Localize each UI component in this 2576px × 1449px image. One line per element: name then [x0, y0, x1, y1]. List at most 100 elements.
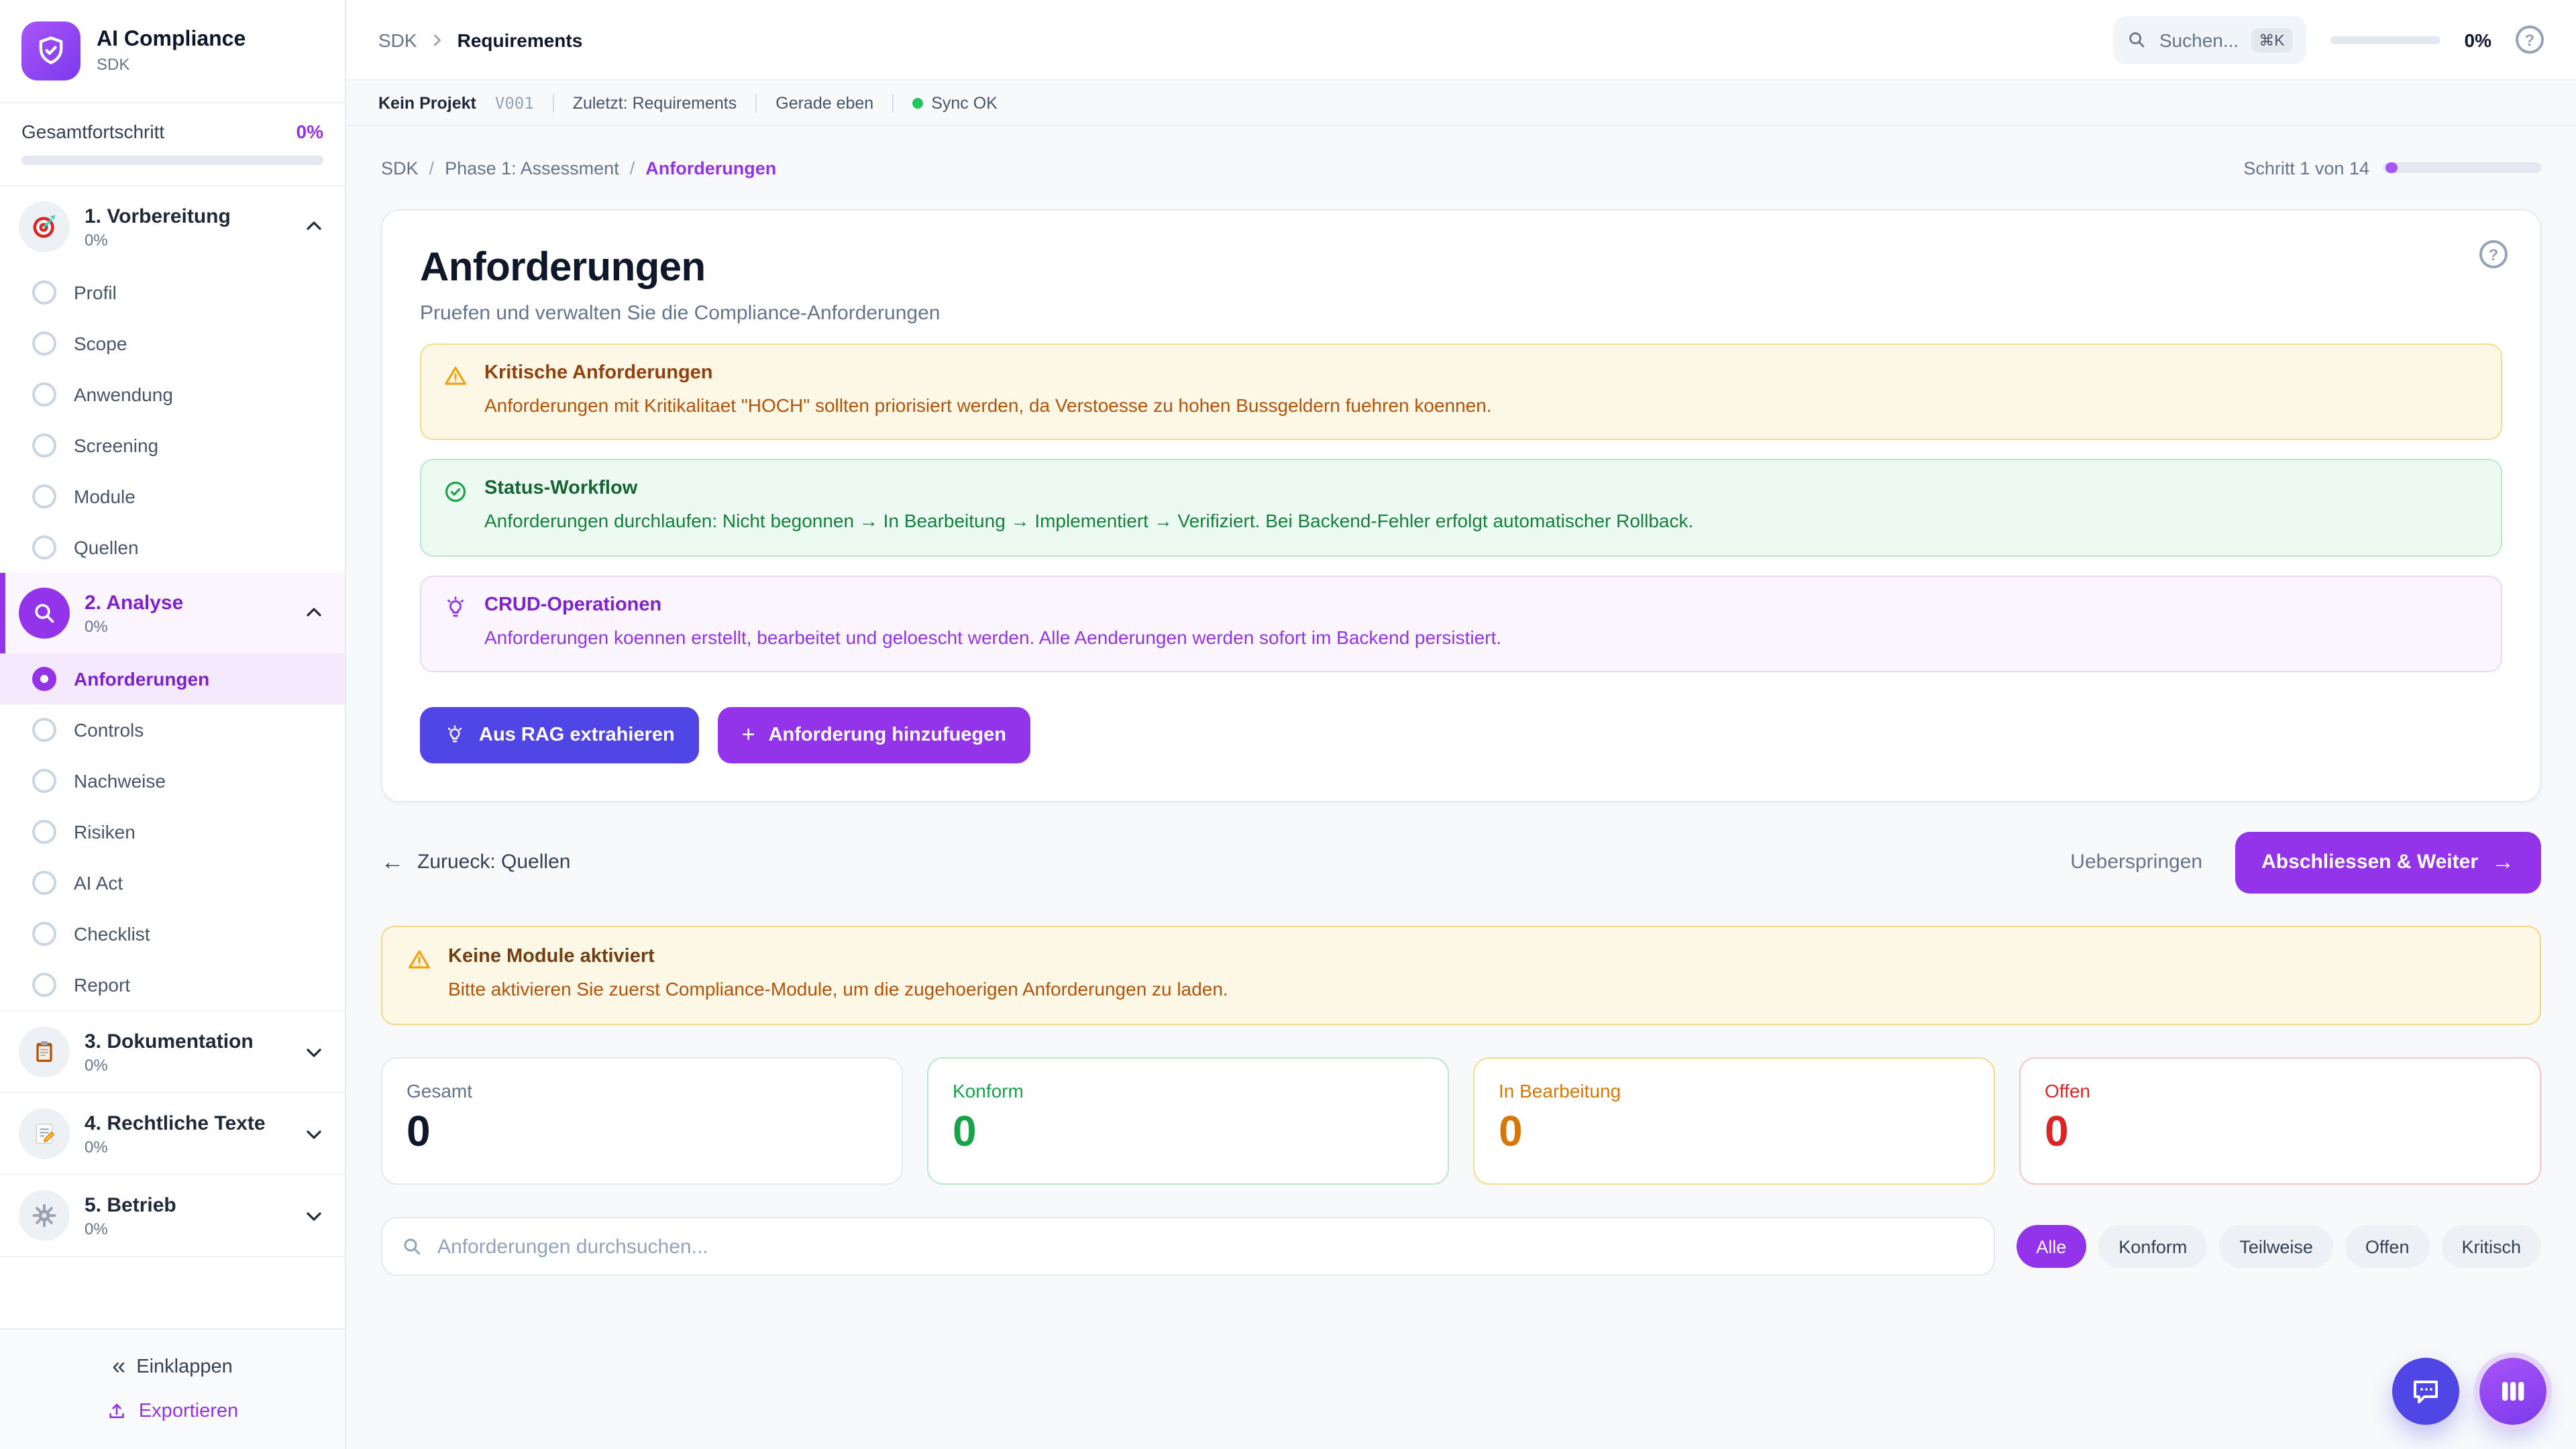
stat-label: In Bearbeitung [1499, 1080, 1621, 1102]
info-box-body: Anforderungen durchlaufen: Nicht begonne… [484, 510, 1694, 532]
keyboard-shortcut-badge: ⌘K [2251, 28, 2293, 52]
app-title: AI Compliance [97, 28, 246, 51]
filter-chip-alle[interactable]: Alle [2016, 1225, 2087, 1269]
sidebar-item-label: Checklist [74, 923, 150, 945]
sidebar-item-label: Nachweise [74, 770, 166, 792]
radio-icon [32, 922, 56, 946]
page-subtitle: Pruefen und verwalten Sie die Compliance… [420, 302, 941, 325]
section-percent: 0% [85, 230, 108, 249]
sidebar-item-profil[interactable]: Profil [0, 267, 345, 318]
info-box-title: CRUD-Operationen [484, 594, 662, 616]
sidebar-section-dokumentation[interactable]: 3. Dokumentation 0% [0, 1010, 345, 1092]
sidebar-section-rechtliche-texte[interactable]: 4. Rechtliche Texte 0% [0, 1092, 345, 1174]
topbar-breadcrumb: SDK Requirements [378, 29, 582, 50]
anforderungen-card: Anforderungen Pruefen und verwalten Sie … [381, 209, 2541, 802]
sidebar-section-betrieb[interactable]: 5. Betrieb 0% [0, 1174, 345, 1257]
sidebar-item-ai-act[interactable]: AI Act [0, 857, 345, 908]
divider [892, 93, 894, 112]
chevron-up-icon[interactable] [302, 601, 326, 625]
sidebar-item-scope[interactable]: Scope [0, 318, 345, 369]
help-icon[interactable]: ? [2516, 25, 2544, 54]
overall-progress: Gesamtfortschritt 0% [0, 103, 345, 186]
stat-value: 0 [407, 1107, 431, 1156]
requirements-search-input[interactable] [437, 1235, 1975, 1258]
breadcrumb-root[interactable]: SDK [378, 29, 417, 50]
warning-triangle-icon [407, 947, 432, 1003]
radio-icon [32, 535, 56, 559]
brand-text: AI Compliance SDK [97, 28, 246, 74]
sidebar-item-anforderungen[interactable]: Anforderungen [0, 653, 345, 704]
export-button[interactable]: Exportieren [107, 1401, 238, 1422]
slash-separator: / [429, 158, 435, 178]
info-box-kritische-anforderungen: Kritische Anforderungen Anforderungen mi… [420, 343, 2502, 441]
button-label: Aus RAG extrahieren [479, 724, 675, 746]
sync-ok-dot-icon [912, 97, 924, 108]
sidebar-item-screening[interactable]: Screening [0, 420, 345, 471]
sidebar-item-label: Quellen [74, 537, 139, 558]
chevron-down-icon[interactable] [302, 1203, 326, 1228]
complete-and-next-button[interactable]: Abschliessen & Weiter → [2235, 831, 2541, 894]
breadcrumb-sdk[interactable]: SDK [381, 158, 419, 178]
chevron-down-icon[interactable] [302, 1122, 326, 1146]
radio-icon [32, 973, 56, 997]
button-label: Abschliessen & Weiter [2261, 851, 2478, 874]
chat-fab-button[interactable] [2392, 1358, 2459, 1425]
stat-card-offen: Offen 0 [2019, 1057, 2541, 1185]
sidebar-item-label: Anwendung [74, 384, 173, 405]
info-box-title: Status-Workflow [484, 478, 638, 500]
no-modules-warning: Keine Module aktiviert Bitte aktivieren … [381, 925, 2541, 1026]
sidebar-item-module[interactable]: Module [0, 471, 345, 522]
sidebar-item-label: Profil [74, 282, 117, 303]
filter-chip-offen[interactable]: Offen [2345, 1225, 2430, 1269]
global-search-button[interactable]: Suchen... ⌘K [2113, 15, 2306, 64]
card-help-icon[interactable]: ? [2479, 240, 2508, 268]
skip-button[interactable]: Ueberspringen [2070, 851, 2203, 874]
extract-from-rag-button[interactable]: Aus RAG extrahieren [420, 706, 699, 763]
sidebar-item-controls[interactable]: Controls [0, 704, 345, 755]
sidebar-section-analyse[interactable]: 2. Analyse 0% [0, 573, 345, 653]
add-requirement-button[interactable]: + Anforderung hinzufuegen [717, 706, 1030, 763]
stat-card-in-bearbeitung: In Bearbeitung 0 [1473, 1057, 1995, 1185]
filter-chip-teilweise[interactable]: Teilweise [2219, 1225, 2333, 1269]
sidebar-item-checklist[interactable]: Checklist [0, 908, 345, 959]
chevron-right-icon [433, 34, 441, 46]
sidebar-item-label: Controls [74, 719, 144, 741]
overall-progress-value: 0% [296, 121, 323, 142]
stat-value: 0 [2045, 1107, 2069, 1156]
sidebar-item-report[interactable]: Report [0, 959, 345, 1010]
floating-actions [2392, 1352, 2552, 1430]
sidebar-section-vorbereitung[interactable]: 1. Vorbereitung 0% [0, 186, 345, 267]
collapse-sidebar-button[interactable]: « Einklappen [112, 1352, 233, 1381]
sidebar-item-label: Risiken [74, 821, 136, 843]
back-button[interactable]: ← Zurueck: Quellen [381, 849, 570, 876]
sidebar-item-anwendung[interactable]: Anwendung [0, 369, 345, 420]
status-bar: Kein Projekt V001 Zuletzt: Requirements … [346, 80, 2576, 126]
overall-progress-label: Gesamtfortschritt [21, 121, 165, 142]
app-subtitle: SDK [97, 55, 130, 74]
breadcrumb-phase[interactable]: Phase 1: Assessment [445, 158, 619, 178]
warning-title: Keine Module aktiviert [448, 945, 655, 967]
overall-progress-bar [21, 156, 323, 165]
kanban-fab-button[interactable] [2474, 1352, 2552, 1430]
sidebar-item-nachweise[interactable]: Nachweise [0, 755, 345, 806]
project-name: Kein Projekt [378, 93, 476, 112]
radio-selected-icon [32, 667, 56, 691]
stat-label: Offen [2045, 1080, 2090, 1102]
main-area: SDK Requirements Suchen... ⌘K 0% ? Kein … [346, 0, 2576, 1449]
filter-chip-konform[interactable]: Konform [2098, 1225, 2208, 1269]
section-percent: 0% [85, 616, 108, 635]
radio-icon [32, 433, 56, 458]
chevron-down-icon[interactable] [302, 1040, 326, 1064]
sidebar-item-label: Scope [74, 333, 127, 354]
wizard-nav-row: ← Zurueck: Quellen Ueberspringen Abschli… [381, 831, 2541, 894]
sidebar-item-quellen[interactable]: Quellen [0, 522, 345, 573]
sidebar: AI Compliance SDK Gesamtfortschritt 0% 1… [0, 0, 346, 1449]
section-percent: 0% [85, 1137, 108, 1156]
sidebar-item-risiken[interactable]: Risiken [0, 806, 345, 857]
stat-label: Konform [953, 1080, 1024, 1102]
chevron-up-icon[interactable] [302, 215, 326, 239]
arrow-right-icon: → [2491, 849, 2514, 875]
filter-chip-kritisch[interactable]: Kritisch [2441, 1225, 2541, 1269]
step-progress-bar [2383, 162, 2541, 173]
